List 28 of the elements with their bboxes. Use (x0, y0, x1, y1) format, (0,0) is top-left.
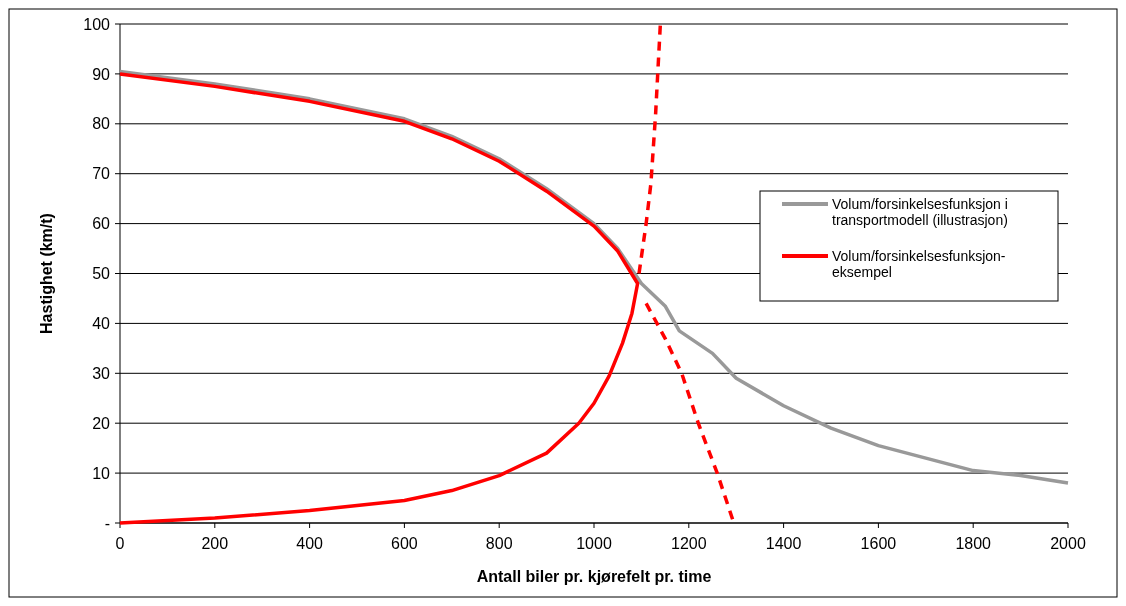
legend-label: Volum/forsinkelsesfunksjon-eksempel (832, 248, 1006, 280)
x-tick-label: 2000 (1050, 535, 1086, 552)
x-tick-label: 1000 (576, 535, 612, 552)
x-tick-label: 1800 (955, 535, 992, 552)
line-series (118, 72, 640, 525)
line-series (118, 69, 1070, 485)
y-tick-label: 80 (92, 115, 111, 133)
x-tick-label: 400 (296, 535, 324, 552)
x-tick-label: 1400 (765, 535, 802, 552)
y-tick-label: 70 (92, 165, 111, 183)
y-tick-label: 100 (83, 15, 111, 33)
y-tick-label: 60 (92, 215, 111, 233)
y-tick-label: - (104, 514, 110, 532)
legend-label: Volum/forsinkelsesfunksjon i transportmodell (illustrasjon) (832, 196, 1008, 228)
y-tick-label: 90 (92, 65, 111, 83)
y-axis-title: Hastighet (km/t) (38, 213, 55, 334)
x-tick-label: 1200 (671, 535, 707, 552)
x-tick-label: 200 (201, 535, 229, 552)
y-tick-label: 50 (92, 265, 111, 283)
x-tick-label: 0 (115, 535, 125, 552)
x-tick-label: 800 (485, 535, 513, 552)
y-tick-label: 10 (92, 464, 111, 482)
y-tick-label: 30 (92, 364, 111, 382)
x-tick-label: 1600 (860, 535, 897, 552)
y-tick-label: 20 (92, 414, 111, 432)
y-tick-label: 40 (92, 315, 111, 332)
x-axis-title: Antall biler pr. kjørefelt pr. time (476, 568, 712, 585)
x-tick-label: 600 (391, 535, 418, 552)
